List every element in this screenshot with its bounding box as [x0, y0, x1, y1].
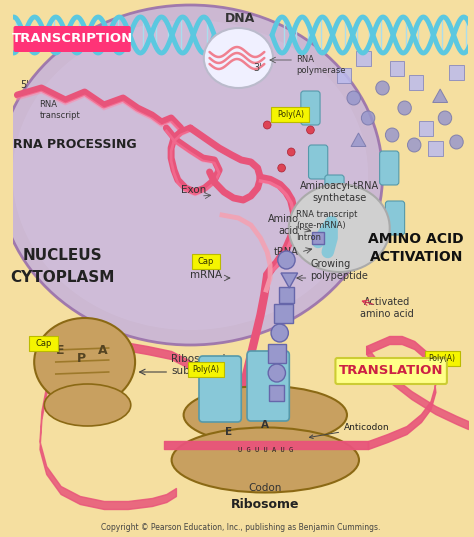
Text: Codon: Codon — [248, 483, 282, 493]
FancyBboxPatch shape — [356, 50, 371, 66]
Circle shape — [278, 251, 295, 269]
Circle shape — [361, 111, 375, 125]
Ellipse shape — [34, 318, 135, 406]
Text: Ribosomal
subunits: Ribosomal subunits — [171, 354, 226, 376]
Text: 3': 3' — [253, 63, 262, 73]
FancyBboxPatch shape — [247, 351, 289, 421]
Text: RNA PROCESSING: RNA PROCESSING — [13, 139, 137, 151]
Text: Copyright © Pearson Education, Inc., publishing as Benjamin Cummings.: Copyright © Pearson Education, Inc., pub… — [100, 523, 380, 532]
Text: RNA
transcript: RNA transcript — [39, 100, 80, 120]
FancyBboxPatch shape — [29, 336, 58, 351]
FancyBboxPatch shape — [337, 68, 351, 83]
Circle shape — [450, 135, 463, 149]
Text: Aminoacyl-tRNA
synthetase: Aminoacyl-tRNA synthetase — [300, 181, 379, 203]
Ellipse shape — [183, 386, 347, 444]
Text: Growing
polypeptide: Growing polypeptide — [310, 259, 368, 281]
Text: P: P — [77, 352, 86, 365]
FancyBboxPatch shape — [428, 141, 443, 156]
FancyBboxPatch shape — [409, 75, 423, 90]
Circle shape — [287, 148, 295, 156]
Text: Amino
acid: Amino acid — [268, 214, 299, 236]
Text: Cap: Cap — [35, 339, 52, 348]
FancyBboxPatch shape — [274, 303, 292, 323]
Circle shape — [376, 81, 389, 95]
FancyBboxPatch shape — [449, 64, 464, 79]
Text: Anticodon: Anticodon — [310, 423, 390, 439]
Text: 5': 5' — [20, 80, 29, 90]
Text: NUCLEUS: NUCLEUS — [23, 248, 102, 263]
Text: TRANSCRIPTION: TRANSCRIPTION — [11, 33, 133, 46]
Circle shape — [264, 121, 271, 129]
Text: tRNA: tRNA — [274, 247, 299, 257]
Text: RNA
polymerase: RNA polymerase — [296, 55, 346, 75]
Text: Cap: Cap — [198, 257, 214, 266]
Circle shape — [385, 128, 399, 142]
Circle shape — [278, 164, 285, 172]
Circle shape — [438, 111, 452, 125]
FancyBboxPatch shape — [268, 344, 286, 362]
FancyBboxPatch shape — [199, 356, 241, 422]
FancyBboxPatch shape — [14, 26, 131, 52]
FancyBboxPatch shape — [301, 91, 320, 125]
FancyBboxPatch shape — [425, 351, 460, 366]
Text: E: E — [225, 427, 232, 437]
Ellipse shape — [204, 28, 273, 88]
Text: Poly(A): Poly(A) — [428, 354, 456, 363]
FancyBboxPatch shape — [192, 254, 220, 269]
Ellipse shape — [13, 20, 368, 330]
Text: DNA: DNA — [225, 12, 255, 25]
Circle shape — [347, 91, 360, 105]
Text: A: A — [98, 344, 108, 357]
Text: CYTOPLASM: CYTOPLASM — [10, 271, 115, 286]
FancyBboxPatch shape — [385, 201, 405, 235]
Text: A: A — [261, 420, 269, 430]
Text: Ribosome: Ribosome — [231, 498, 300, 512]
FancyBboxPatch shape — [309, 145, 328, 179]
FancyBboxPatch shape — [390, 61, 404, 76]
Text: Exon: Exon — [181, 185, 206, 195]
FancyBboxPatch shape — [189, 362, 224, 377]
FancyBboxPatch shape — [325, 175, 344, 209]
Text: AMINO ACID
ACTIVATION: AMINO ACID ACTIVATION — [368, 233, 464, 264]
Circle shape — [268, 364, 285, 382]
FancyBboxPatch shape — [419, 120, 433, 135]
Text: Poly(A): Poly(A) — [277, 110, 304, 119]
FancyBboxPatch shape — [336, 358, 447, 384]
Circle shape — [398, 101, 411, 115]
Circle shape — [271, 324, 288, 342]
Circle shape — [287, 108, 295, 116]
Text: mRNA: mRNA — [190, 270, 222, 280]
Ellipse shape — [289, 184, 390, 272]
FancyBboxPatch shape — [380, 151, 399, 185]
Ellipse shape — [172, 427, 359, 492]
Circle shape — [307, 126, 314, 134]
Text: Activated
amino acid: Activated amino acid — [360, 297, 414, 319]
Ellipse shape — [0, 5, 383, 345]
Text: RNA transcript
(pre-mRNA): RNA transcript (pre-mRNA) — [296, 211, 357, 230]
Circle shape — [408, 138, 421, 152]
Text: Intron: Intron — [296, 234, 321, 243]
Text: U G U U A U G: U G U U A U G — [237, 447, 293, 453]
FancyBboxPatch shape — [271, 107, 310, 122]
Ellipse shape — [44, 384, 131, 426]
Text: TRANSLATION: TRANSLATION — [339, 365, 443, 378]
Text: E: E — [56, 344, 65, 357]
Text: Poly(A): Poly(A) — [192, 365, 219, 374]
